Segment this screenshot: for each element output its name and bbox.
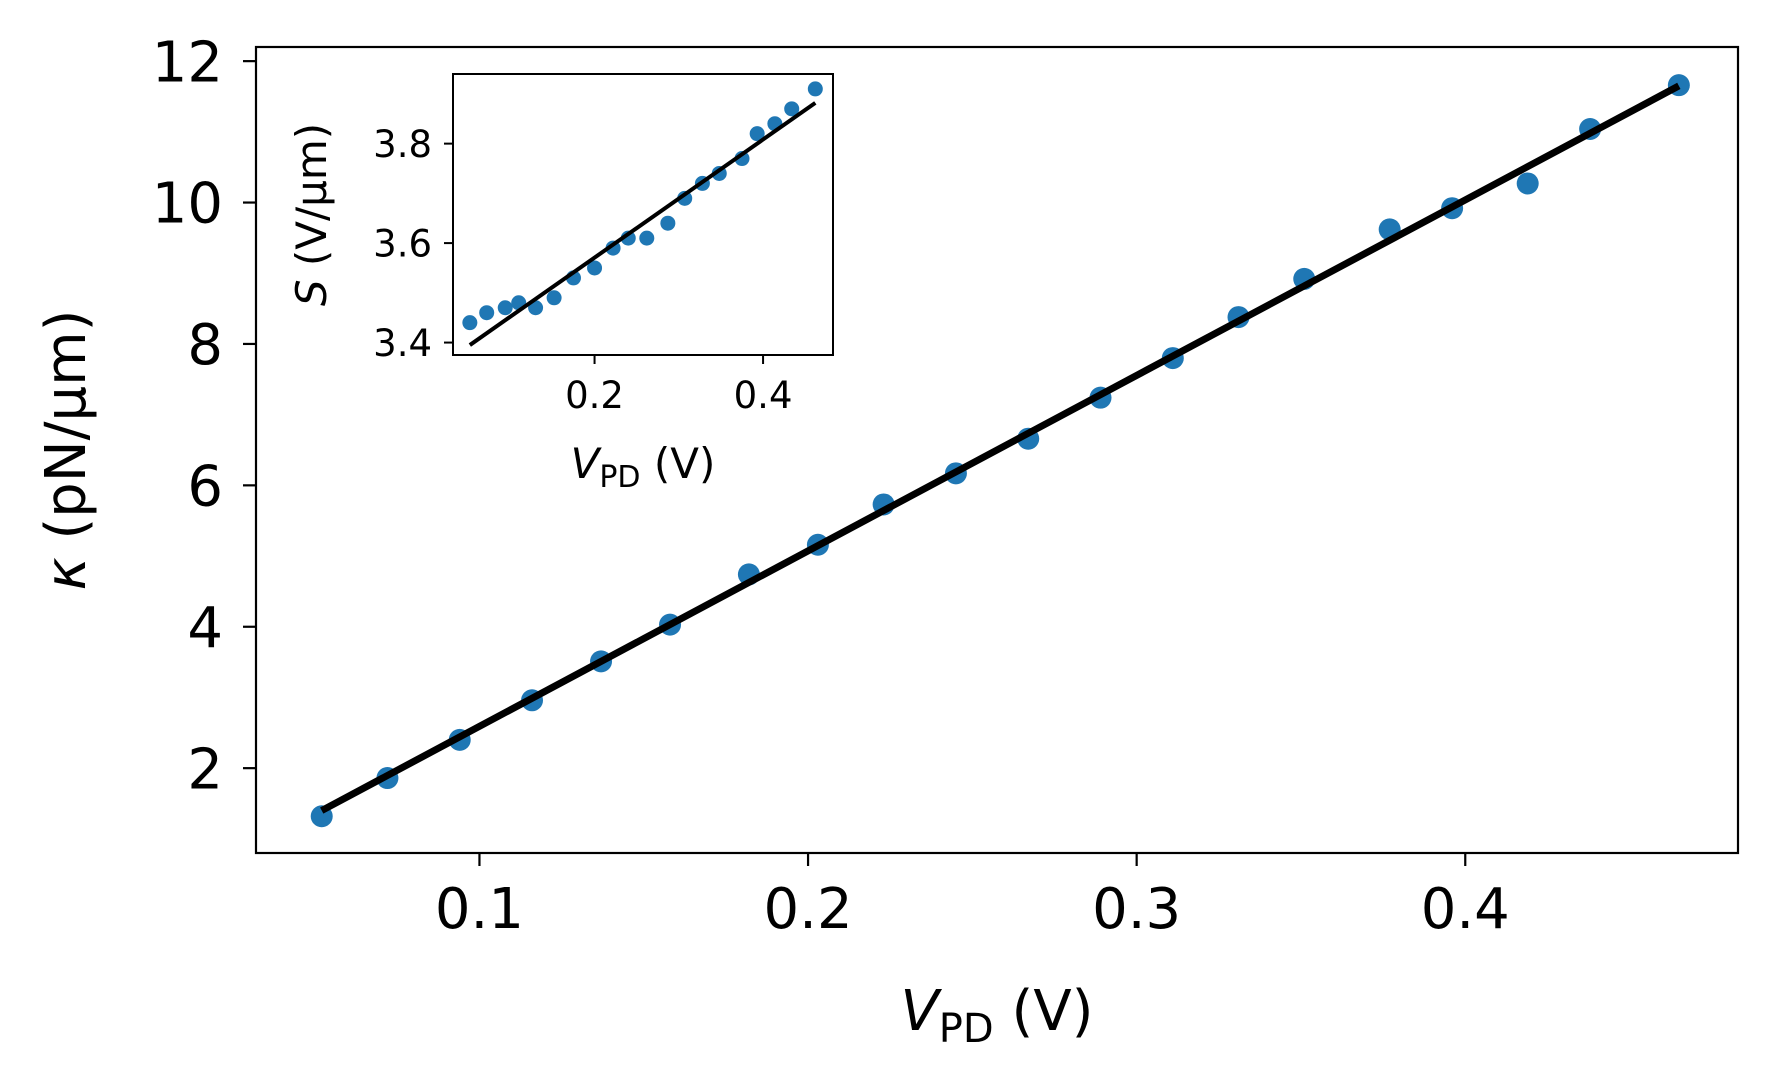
inset-x-tick-label: 0.2 — [565, 374, 624, 417]
inset-x-axis-label: VPD (V) — [571, 439, 716, 495]
main-y-tick-label: 6 — [187, 455, 223, 520]
inset-y-ticks: 3.4 3.6 3.8 — [373, 123, 453, 365]
inset-x-axis-subscript: PD — [599, 460, 640, 495]
inset-y-axis-label: S (V/μm) — [287, 123, 336, 306]
main-y-axis-label: κ (pN/μm) — [34, 310, 99, 591]
inset-plot-frame — [452, 73, 834, 356]
inset-y-tick-label: 3.6 — [373, 222, 432, 265]
main-x-axis-label: VPD (V) — [900, 979, 1093, 1052]
inset-data-point — [479, 305, 495, 321]
inset-y-tick-label: 3.8 — [373, 123, 432, 166]
inset-y-axis-symbol: S — [287, 279, 336, 306]
main-y-axis-unit: (pN/μm) — [34, 310, 99, 558]
inset-fit-line — [468, 101, 817, 347]
inset-y-tick-label: 3.4 — [373, 322, 432, 365]
main-y-ticks: 2 4 6 8 10 12 — [152, 30, 256, 802]
inset-data-point — [749, 126, 765, 142]
main-x-tick-label: 0.2 — [764, 877, 853, 942]
main-y-axis-symbol: κ — [34, 557, 99, 590]
inset-x-tick-label: 0.4 — [734, 374, 793, 417]
inset-x-ticks: 0.2 0.4 — [565, 355, 792, 417]
main-y-tick-label: 4 — [187, 596, 223, 661]
main-x-tick-label: 0.4 — [1421, 877, 1510, 942]
inset-y-axis-unit: (V/μm) — [287, 123, 336, 280]
inset-data-point — [784, 101, 800, 117]
main-x-axis-unit: (V) — [994, 979, 1094, 1044]
inset-data-point — [546, 290, 562, 306]
main-fit-line — [320, 82, 1681, 814]
inset-x-axis-unit: (V) — [641, 439, 716, 488]
main-x-axis-subscript: PD — [939, 1006, 994, 1052]
main-y-tick-label: 8 — [187, 313, 223, 378]
inset-data-point — [497, 300, 513, 316]
main-x-axis-symbol: V — [900, 979, 942, 1044]
main-plot-frame — [254, 45, 1740, 855]
inset-data-point — [677, 190, 693, 206]
inset-plot: 0.2 0.4 3.4 3.6 3.8 VPD (V) S (V/μm) — [287, 73, 834, 495]
inset-data-point — [807, 81, 823, 97]
inset-data-point — [639, 230, 655, 246]
main-x-tick-label: 0.1 — [435, 877, 524, 942]
inset-x-axis-symbol: V — [571, 439, 603, 488]
inset-data-point — [462, 315, 478, 331]
main-y-tick-label: 10 — [152, 172, 223, 237]
main-y-tick-label: 12 — [152, 30, 223, 95]
main-y-tick-label: 2 — [187, 737, 223, 802]
main-data-point — [1516, 172, 1539, 195]
main-x-tick-label: 0.3 — [1092, 877, 1181, 942]
inset-data-point — [660, 215, 676, 231]
main-x-ticks: 0.1 0.2 0.3 0.4 — [435, 853, 1510, 942]
inset-data-point — [587, 260, 603, 276]
